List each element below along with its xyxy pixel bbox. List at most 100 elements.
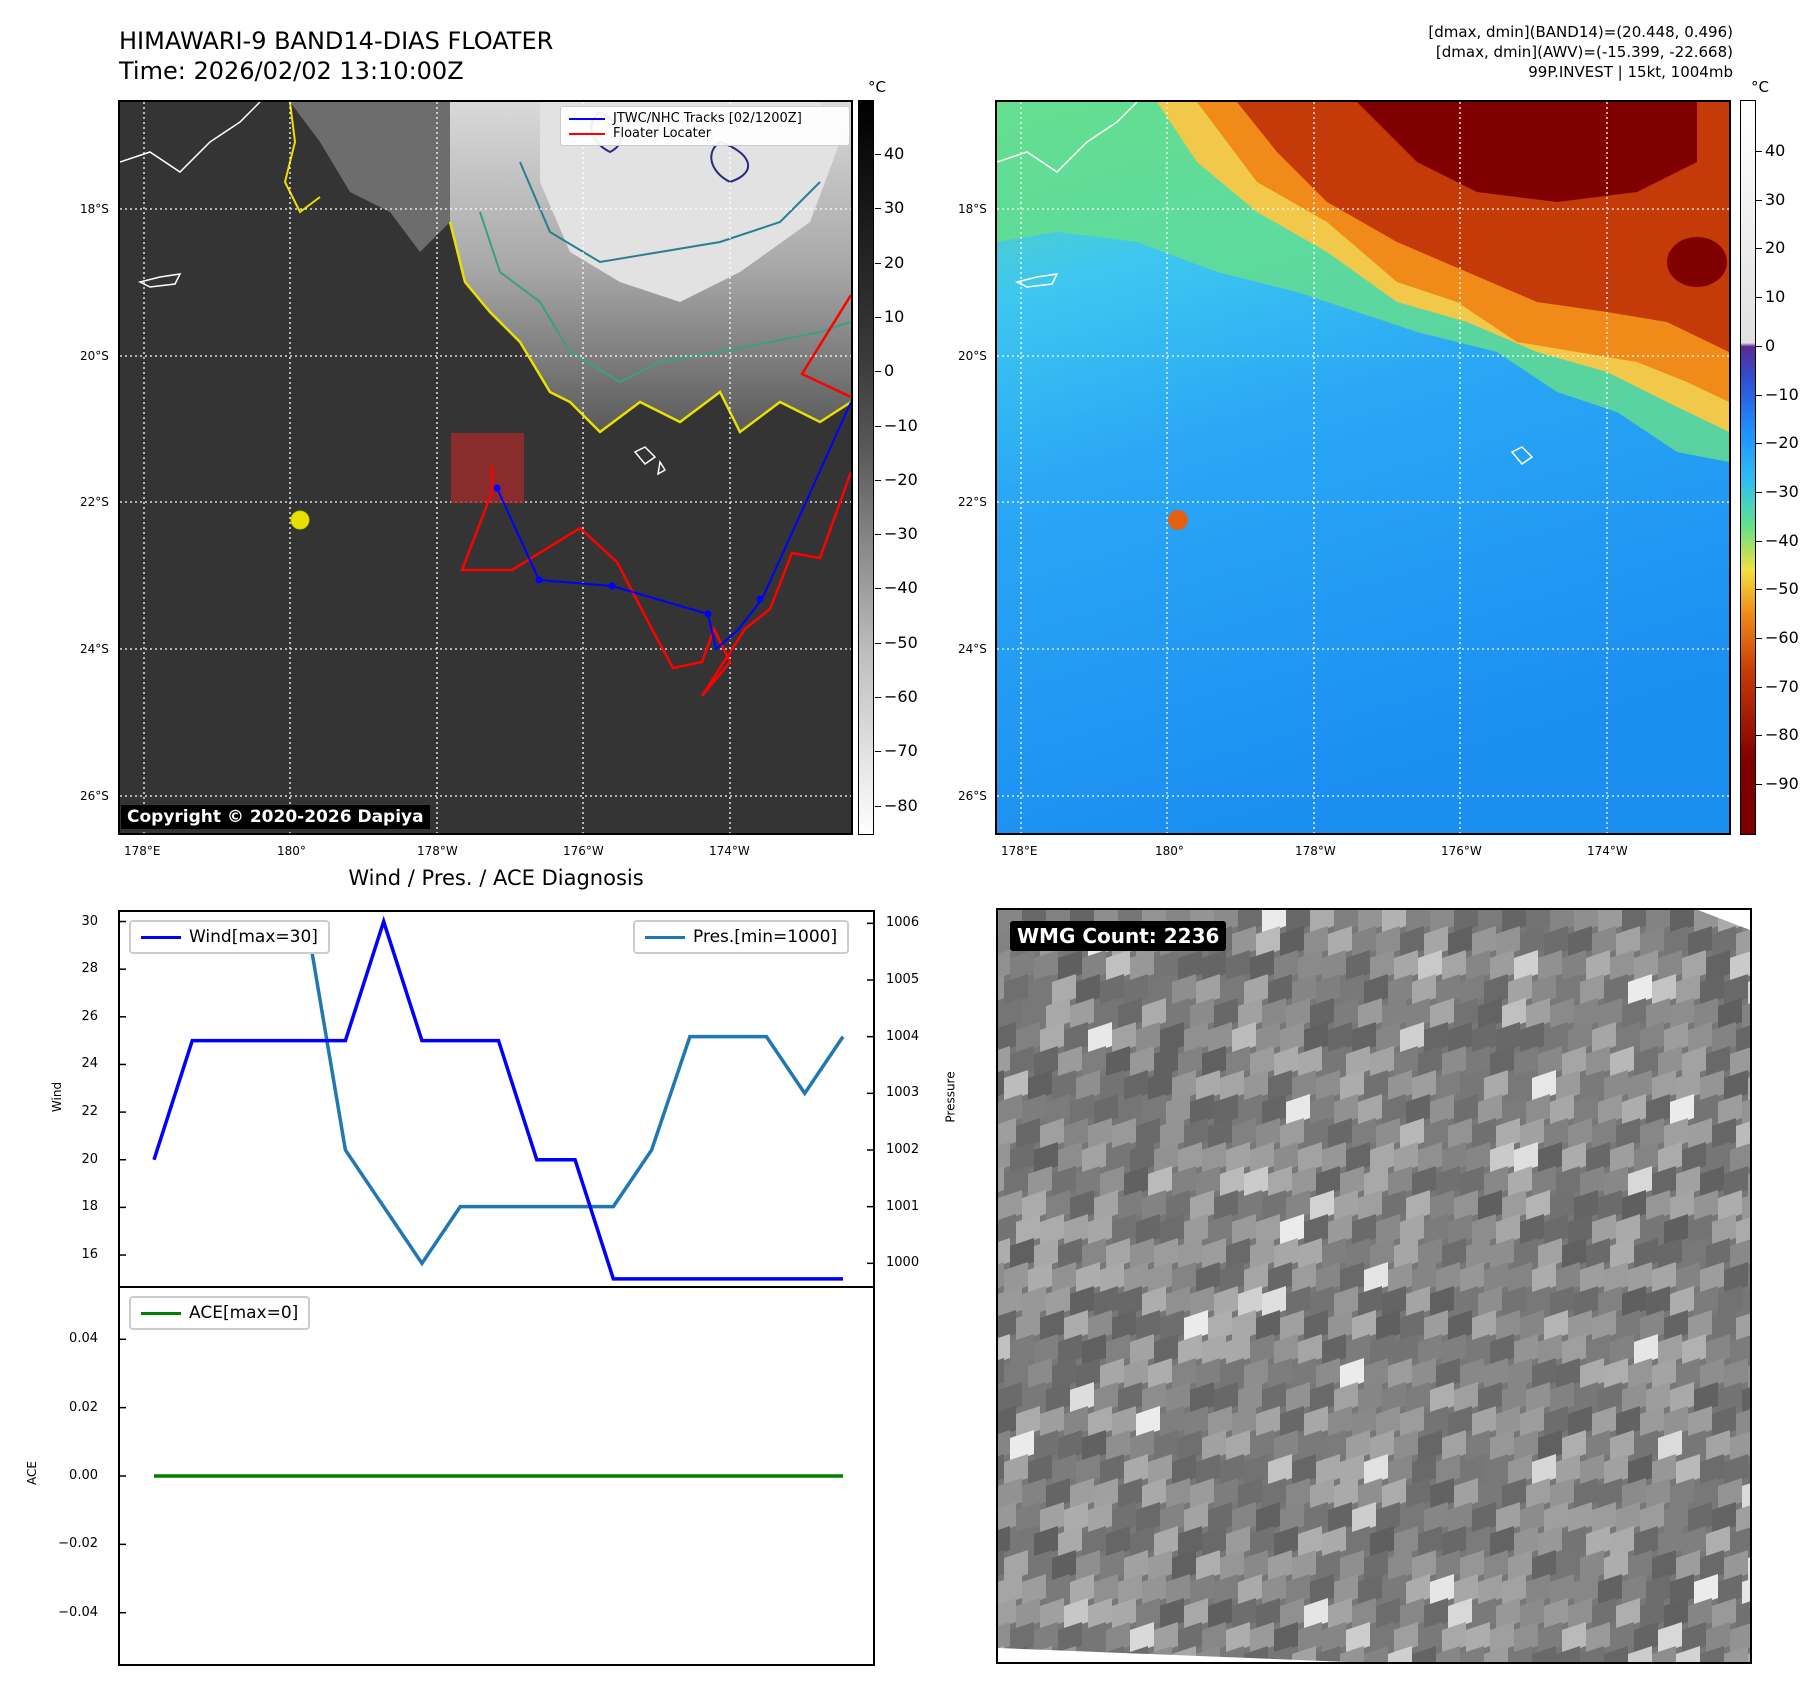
wmg-cell [1556, 1646, 1580, 1662]
color-map-svg [997, 102, 1729, 833]
wmg-cell [998, 1622, 1010, 1650]
wmg-cell [1748, 981, 1750, 1006]
colorbar-tick-label: −60 [875, 687, 918, 706]
wind-tick-label: 20 [81, 1151, 98, 1167]
wmg-cell [1508, 1646, 1532, 1662]
wmg-cell [998, 1166, 1004, 1192]
wmg-cell [998, 1406, 1016, 1436]
wmg-cell [1736, 1121, 1750, 1150]
wmg-cell [1436, 1646, 1460, 1662]
lon-label: 178°W [1295, 844, 1336, 858]
wmg-cell [1742, 1099, 1750, 1126]
wmg-cell [1700, 1646, 1724, 1662]
lon-label: 178°W [417, 844, 458, 858]
lon-label: 180° [277, 844, 306, 858]
pressure-tick-label: 1002 [886, 1142, 920, 1157]
lon-label: 178°E [1001, 844, 1038, 858]
wmg-cell [1532, 1646, 1556, 1662]
lat-label: 18°S [958, 202, 987, 216]
wmg-cell [998, 1526, 1010, 1554]
graticule [997, 102, 1729, 833]
coastline [997, 102, 1138, 173]
wmg-nodata-corner [1698, 910, 1750, 930]
wmg-cell [1316, 1646, 1340, 1662]
lat-label: 24°S [80, 642, 109, 656]
meta-band14: [dmax, dmin](BAND14)=(20.448, 0.496) [1428, 23, 1733, 41]
colorbar-tick-label: −10 [875, 415, 918, 435]
lat-label: 20°S [80, 349, 109, 363]
wmg-cell [1742, 1387, 1750, 1414]
title-line-2: Time: 2026/02/02 13:10:00Z [119, 57, 464, 85]
ace-swatch [141, 1311, 181, 1315]
wmg-cell [1730, 1239, 1750, 1270]
colorbar-tick-label: −30 [1756, 481, 1799, 501]
colorbar-tick-label: −20 [1756, 433, 1799, 453]
wmg-cell [1748, 1173, 1750, 1198]
copyright-badge: Copyright © 2020-2026 Dapiya [121, 805, 430, 829]
lat-label: 18°S [80, 202, 109, 216]
wmg-cell [998, 1310, 1016, 1340]
wmg-count-badge: WMG Count: 2236 [1010, 921, 1227, 951]
wmg-nodata-corner [998, 1648, 1348, 1662]
meta-storm: 99P.INVEST | 15kt, 1004mb [1528, 63, 1733, 81]
wmg-cell [1292, 1646, 1316, 1662]
coastline [120, 102, 261, 173]
lat-label: 22°S [958, 495, 987, 509]
colorbar-tick-label: 30 [1755, 189, 1786, 209]
wmg-cell [1724, 1646, 1748, 1662]
colorbar-tick-label: 10 [874, 306, 905, 326]
lon-label: 174°W [709, 844, 750, 858]
wmg-cell [1742, 1195, 1750, 1222]
wmg-cell [998, 1358, 1004, 1384]
wind-legend: Wind[max=30] [129, 920, 330, 954]
colorbar-tick-label: −90 [1756, 774, 1799, 794]
wmg-cell [1460, 1646, 1484, 1662]
metadata-block: [dmax, dmin](BAND14)=(20.448, 0.496) [dm… [1428, 22, 1733, 82]
wind-tick-label: 24 [81, 1056, 98, 1072]
wmg-mosaic [998, 910, 1750, 1662]
ace-tick-label: 0.00 [69, 1468, 98, 1483]
pressure-tick-label: 1005 [886, 972, 920, 987]
ace-axis-label: ACE [24, 1461, 39, 1485]
lon-label: 176°W [563, 844, 604, 858]
wmg-cell [1748, 1557, 1750, 1582]
wmg-cell [998, 1118, 1016, 1148]
ir-colorbar-unit: °C [868, 78, 886, 96]
pressure-series-line [154, 921, 845, 1267]
figure-title: HIMAWARI-9 BAND14-DIAS FLOATER Time: 202… [119, 26, 553, 86]
ace-tick-label: −0.04 [58, 1604, 98, 1620]
legend-floater-label: Floater Locater [613, 126, 712, 141]
island-hot [1168, 510, 1188, 530]
wmg-cell [1268, 1646, 1292, 1662]
wmg-cell [1736, 1601, 1750, 1630]
cloud-mass-left [290, 102, 450, 252]
color-colorbar-unit: °C [1751, 78, 1769, 96]
pressure-tick-label: 1000 [886, 1255, 920, 1271]
colorbar-tick-label: 40 [874, 144, 905, 163]
wmg-cell [1652, 1646, 1676, 1662]
ir-legend: JTWC/NHC Tracks [02/1200Z] Floater Locat… [560, 106, 850, 146]
wind-tick-label: 22 [81, 1104, 98, 1120]
wmg-cell [1604, 1646, 1628, 1662]
ace-svg [120, 1338, 843, 1614]
ace-legend: ACE[max=0] [129, 1296, 311, 1330]
wmg-cell [1736, 929, 1750, 958]
wmg-cell [1742, 1579, 1750, 1606]
wmg-cell [998, 1502, 1016, 1532]
wmg-cell [998, 1022, 1016, 1052]
contour-left-yellow [283, 102, 321, 214]
pressure-tick-label: 1001 [886, 1198, 920, 1214]
wmg-cell [998, 1214, 1016, 1244]
floater-box [451, 433, 524, 503]
wmg-cell [1244, 1646, 1268, 1662]
lat-label: 22°S [80, 495, 109, 509]
wmg-cell [1748, 1653, 1750, 1662]
meta-awv: [dmax, dmin](AWV)=(-15.399, -22.668) [1435, 43, 1733, 61]
wmg-cell [1736, 1409, 1750, 1438]
wmg-panel [996, 908, 1752, 1664]
ir-map-svg [120, 102, 851, 833]
wmg-cell [1730, 1623, 1750, 1654]
wmg-cell [998, 1142, 1010, 1170]
colorbar-tick-label: 10 [1755, 287, 1786, 307]
coastline [137, 273, 182, 288]
